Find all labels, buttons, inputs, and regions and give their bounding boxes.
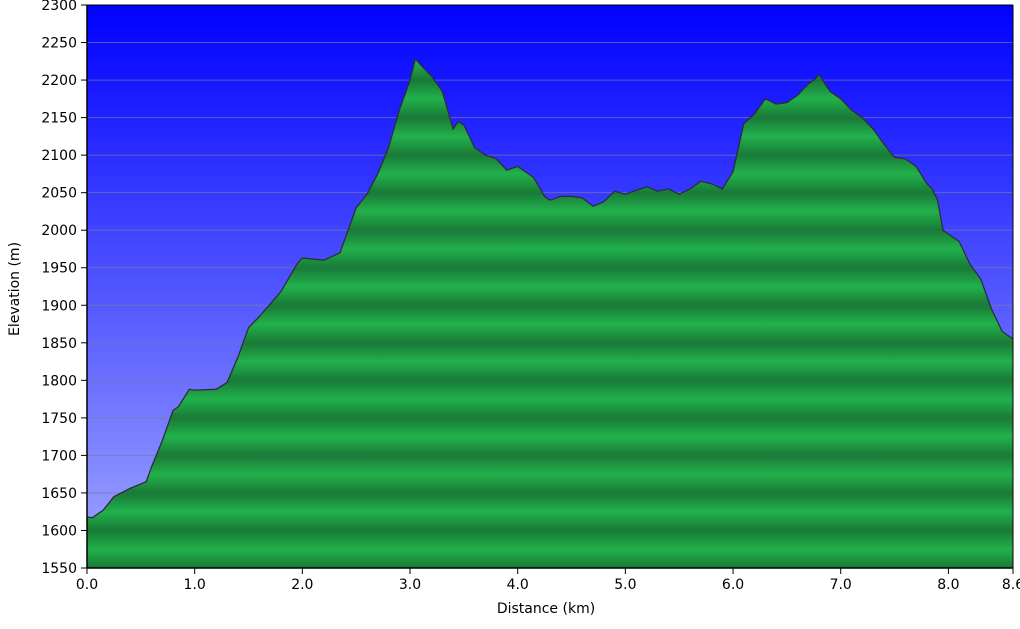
axes [86, 4, 1014, 569]
y-tick-label: 1750 [41, 411, 77, 427]
area-band-1550 [87, 530, 1013, 568]
x-tick-label: 8.6 [1002, 577, 1020, 593]
y-tick-label: 1700 [41, 448, 77, 464]
y-tick-label: 1950 [41, 261, 77, 277]
x-tick-label: 3.0 [399, 577, 421, 593]
y-tick-label: 1600 [41, 523, 77, 539]
x-tick-label: 4.0 [507, 577, 529, 593]
y-tick-label: 2200 [41, 73, 77, 89]
x-axis-label: Distance (km) [497, 601, 595, 617]
x-tick-label: 0.0 [76, 577, 98, 593]
y-tick-labels: 1550 1600 1650 1700 1750 1800 1850 1900 1950 2000… [41, 0, 87, 577]
y-tick-label: 2100 [41, 148, 77, 164]
x-tick-label: 7.0 [830, 577, 852, 593]
elevation-line [87, 57, 1013, 519]
y-tick-label: 2150 [41, 111, 77, 127]
y-tick-label: 1850 [41, 336, 77, 352]
y-tick-label: 1800 [41, 373, 77, 389]
y-tick-label: 2050 [41, 186, 77, 202]
y-tick-label: 2300 [41, 0, 77, 14]
x-tick-label: 8.0 [937, 577, 959, 593]
y-tick-label: 1900 [41, 298, 77, 314]
y-tick-label: 1650 [41, 486, 77, 502]
y-tick-label: 2250 [41, 36, 77, 52]
x-tick-label: 1.0 [184, 577, 206, 593]
area-band-1650 [87, 455, 1013, 493]
area-band-1700 [87, 417, 1013, 456]
y-tick-label: 2000 [41, 223, 77, 239]
y-tick-label: 1550 [41, 561, 77, 577]
area-band-1600 [87, 492, 1013, 531]
x-tick-label: 2.0 [291, 577, 313, 593]
x-tick-labels: 0.0 1.0 2.0 3.0 4.0 5.0 6.0 7.0 8.0 8.6 [76, 568, 1020, 593]
area-band-1750 [87, 380, 1013, 418]
x-tick-label: 5.0 [614, 577, 636, 593]
x-tick-label: 6.0 [722, 577, 744, 593]
y-axis-label: Elevation (m) [7, 242, 23, 336]
